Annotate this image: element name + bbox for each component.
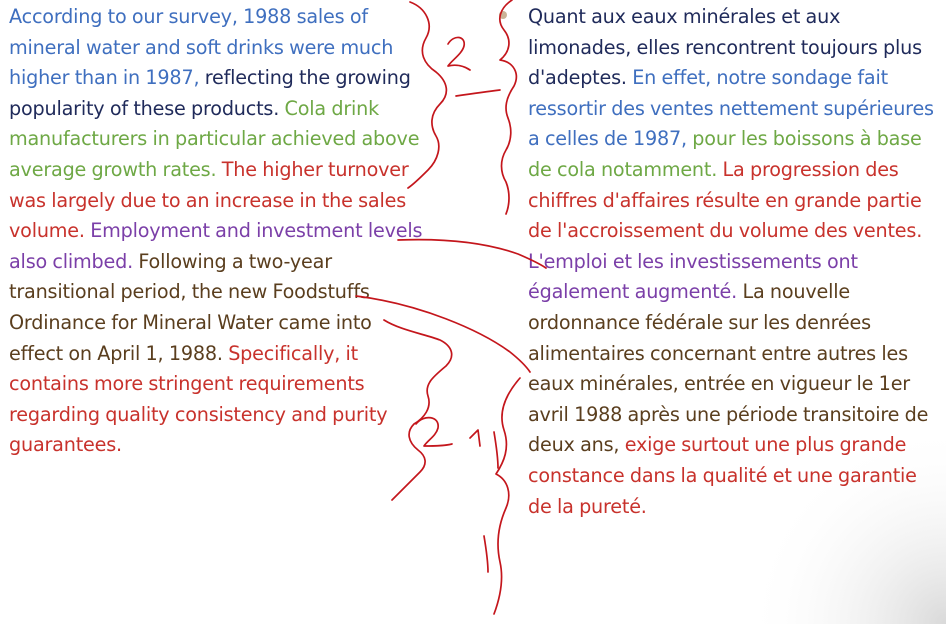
french-sentence-segment-1: Quant aux eaux minérales et aux limonade… (528, 5, 922, 90)
brace-right-fr-top (499, 0, 518, 215)
english-sentence-segment-2: reflecting the growing popularity of the… (9, 66, 411, 120)
french-sentence-segment-3: pour les boissons à base de cola notamme… (528, 127, 922, 181)
french-sentence-segment-4: La progression des chiffres d'affaires r… (528, 157, 923, 243)
tick-mark-top (455, 89, 501, 97)
english-sentence-segment-6: Following a two-year transitional period… (9, 249, 372, 365)
french-text-column: Quant aux eaux minérales et aux limonade… (528, 2, 940, 522)
french-sentence-segment-7: exige surtout une plus grande constance … (528, 433, 917, 518)
french-sentence-segment-6: La nouvelle ordonnance fédérale sur les … (528, 280, 929, 457)
english-text-column: According to our survey, 1988 sales of m… (9, 2, 429, 461)
brace-right-fr-bottom (493, 377, 521, 615)
number-one-mark (469, 429, 481, 447)
english-sentence-segment-5: Employment and investment levels also cl… (9, 219, 423, 273)
english-sentence-segment-7: Specifically, it contains more stringent… (9, 341, 388, 457)
vertical-stroke-2 (483, 535, 489, 573)
english-sentence-segment-1: According to our survey, 1988 sales of m… (9, 5, 394, 90)
french-sentence-segment-5: L'emploi et les investissements ont égal… (528, 249, 858, 304)
vertical-stroke-1 (493, 431, 499, 469)
english-sentence-segment-3: Cola drink manufacturers in particular a… (9, 96, 420, 181)
bullet-dot (499, 11, 507, 19)
french-sentence-segment-2: En effet, notre sondage fait ressortir d… (528, 66, 934, 151)
number-two-mark-en (447, 36, 471, 71)
english-sentence-segment-4: The higher turnover was largely due to a… (9, 157, 409, 243)
